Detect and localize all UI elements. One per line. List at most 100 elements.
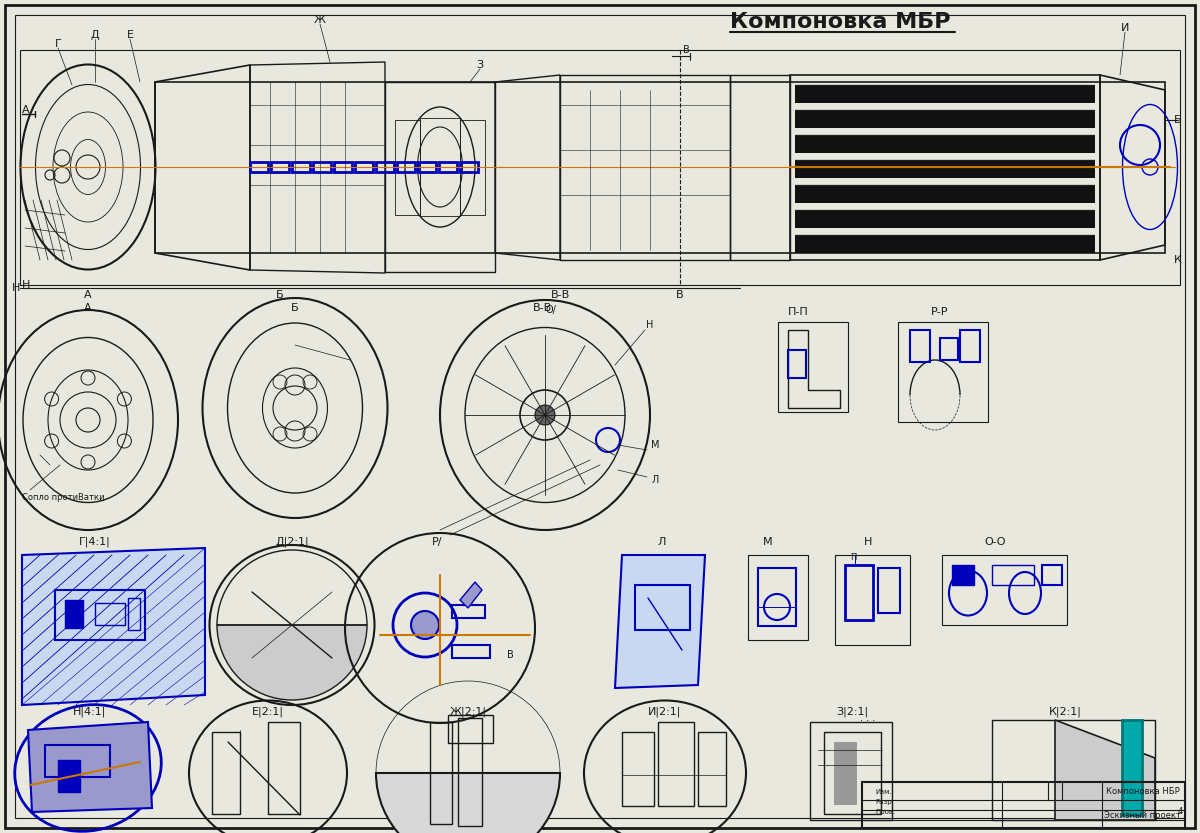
Text: В-В: В-В: [551, 290, 570, 300]
Bar: [128, 598, 140, 630]
Bar: [430, 722, 452, 824]
Bar: [460, 120, 485, 215]
Text: М: М: [763, 537, 773, 547]
Bar: [635, 585, 690, 630]
Text: А: А: [22, 105, 30, 115]
Text: Пров.: Пров.: [875, 809, 895, 815]
Bar: [878, 568, 900, 613]
Text: О/: О/: [545, 305, 556, 315]
Bar: [1042, 565, 1062, 585]
Bar: [796, 210, 1096, 228]
Text: Компоновка НБР: Компоновка НБР: [1106, 787, 1180, 796]
Circle shape: [410, 611, 439, 639]
Text: Р-Р: Р-Р: [931, 307, 949, 317]
Polygon shape: [460, 582, 482, 608]
Bar: [355, 162, 373, 172]
Bar: [46, 745, 110, 777]
Text: Н: Н: [12, 283, 20, 293]
Bar: [20, 50, 1180, 285]
Polygon shape: [28, 722, 152, 812]
Bar: [292, 162, 310, 172]
Text: Р/: Р/: [432, 537, 443, 547]
Text: Е|2:1|: Е|2:1|: [252, 706, 284, 717]
Text: Б: Б: [292, 303, 299, 313]
Text: К: К: [1174, 255, 1182, 265]
Bar: [622, 732, 654, 806]
Text: Л: Л: [658, 537, 666, 547]
Bar: [250, 162, 268, 172]
Wedge shape: [217, 625, 367, 700]
Bar: [212, 732, 240, 814]
Bar: [748, 555, 808, 640]
Text: 4: 4: [1177, 807, 1183, 816]
Wedge shape: [376, 773, 560, 833]
Bar: [796, 135, 1096, 153]
Bar: [385, 82, 496, 272]
Polygon shape: [22, 548, 205, 705]
Bar: [65, 600, 83, 628]
Bar: [952, 565, 974, 585]
Text: И|2:1|: И|2:1|: [648, 706, 682, 717]
Bar: [960, 330, 980, 362]
Text: Г|4:1|: Г|4:1|: [79, 536, 110, 547]
Bar: [560, 75, 730, 260]
Bar: [397, 162, 415, 172]
Text: З|2:1|: З|2:1|: [836, 706, 868, 717]
Text: Компоновка МБР: Компоновка МБР: [730, 12, 950, 32]
Bar: [334, 162, 352, 172]
Bar: [788, 350, 806, 378]
Bar: [942, 555, 1067, 625]
Text: Изм.: Изм.: [875, 789, 892, 795]
Bar: [796, 185, 1096, 203]
Bar: [910, 330, 930, 362]
Bar: [845, 565, 874, 620]
Text: З: З: [476, 60, 484, 70]
Bar: [758, 568, 796, 626]
Bar: [420, 118, 460, 216]
Text: М: М: [650, 440, 659, 450]
Bar: [418, 162, 436, 172]
Bar: [458, 718, 482, 826]
Text: . . .: . . .: [860, 713, 875, 723]
Bar: [835, 555, 910, 645]
Bar: [268, 722, 300, 814]
Bar: [796, 110, 1096, 128]
Text: Д: Д: [91, 30, 100, 40]
Text: Л: Л: [652, 475, 659, 485]
Text: В̄: В̄: [676, 290, 684, 300]
Bar: [448, 715, 493, 743]
Bar: [376, 162, 394, 172]
Bar: [790, 75, 1100, 260]
Bar: [796, 235, 1096, 253]
Text: Н: Н: [22, 280, 30, 290]
Text: Н: Н: [864, 537, 872, 547]
Text: А: А: [84, 290, 92, 300]
Polygon shape: [1055, 720, 1154, 820]
Text: Сопло протиBатки: Сопло протиBатки: [22, 492, 104, 501]
Bar: [439, 162, 457, 172]
Bar: [940, 338, 958, 360]
Text: Н|4:1|: Н|4:1|: [73, 706, 107, 717]
Bar: [658, 722, 694, 806]
Bar: [271, 162, 289, 172]
Text: Ж|2:1|: Ж|2:1|: [450, 706, 486, 717]
Bar: [992, 565, 1034, 585]
Bar: [698, 732, 726, 806]
Bar: [862, 782, 1186, 828]
Polygon shape: [616, 555, 706, 688]
Bar: [1122, 720, 1142, 815]
Text: Ж: Ж: [314, 15, 326, 25]
Text: Е: Е: [126, 30, 133, 40]
Bar: [796, 85, 1096, 103]
Text: В: В: [683, 45, 689, 55]
Text: Разр.: Разр.: [875, 799, 894, 805]
Text: Н: Н: [647, 320, 654, 330]
Bar: [395, 120, 420, 215]
Bar: [796, 160, 1096, 178]
Bar: [824, 732, 881, 814]
Text: П: П: [850, 553, 856, 562]
Bar: [834, 742, 856, 804]
Bar: [810, 722, 892, 820]
Bar: [95, 603, 125, 625]
Text: Г: Г: [55, 39, 61, 49]
